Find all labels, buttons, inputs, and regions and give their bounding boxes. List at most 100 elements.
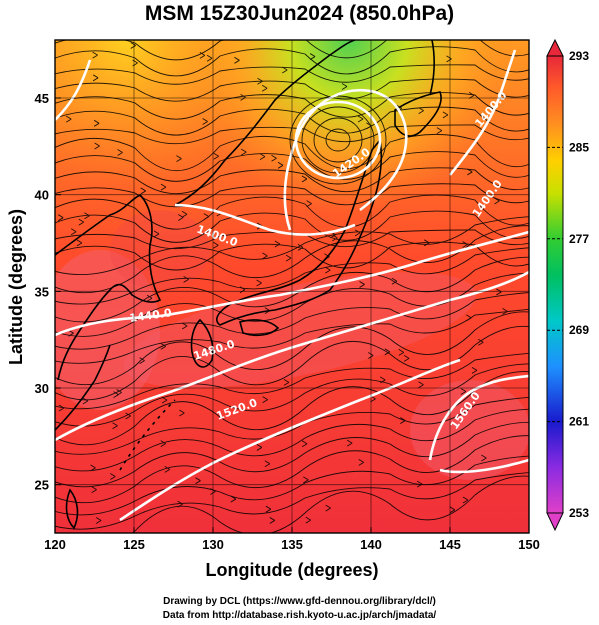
- credit-drawing: Drawing by DCL (https://www.gfd-dennou.o…: [163, 596, 436, 607]
- wind-arrowhead: [125, 412, 131, 420]
- wind-arrowhead: [230, 495, 237, 503]
- wind-arrowhead: [139, 357, 145, 365]
- streamline: [55, 225, 529, 294]
- wind-arrowhead: [301, 175, 308, 183]
- streamline: [301, 106, 375, 174]
- colorbar-tick-label: 277: [569, 232, 589, 246]
- wind-arrowhead: [297, 243, 304, 251]
- wind-arrowhead: [241, 148, 247, 156]
- wind-arrowhead: [366, 122, 372, 130]
- y-tick-label: 25: [35, 478, 49, 493]
- colorbar-top-arrow: [546, 38, 564, 57]
- streamline: [55, 435, 529, 504]
- streamline: [55, 133, 529, 172]
- wind-arrowhead: [301, 440, 308, 448]
- wind-arrowhead: [285, 254, 292, 262]
- wind-arrowhead: [164, 465, 171, 473]
- x-tick-label: 130: [202, 537, 224, 552]
- wind-arrowhead: [160, 183, 167, 191]
- wind-arrowhead: [161, 396, 168, 404]
- wind-arrowhead: [110, 473, 116, 480]
- streamline: [55, 40, 529, 61]
- streamline: [55, 194, 529, 230]
- wind-arrowhead: [95, 517, 102, 524]
- wind-arrowhead: [264, 460, 271, 468]
- wind-arrowhead: [256, 279, 262, 287]
- streamline: [55, 124, 529, 145]
- wind-arrowhead: [112, 422, 118, 430]
- x-tick-label: 135: [281, 537, 303, 552]
- streamline: [325, 128, 351, 152]
- wind-arrowhead: [354, 229, 361, 237]
- wind-arrowhead: [183, 276, 189, 283]
- wind-arrowhead: [265, 505, 272, 513]
- streamline: [55, 472, 529, 530]
- streamline: [55, 272, 529, 337]
- streamline: [55, 325, 529, 401]
- streamline: [313, 117, 363, 163]
- streamline: [55, 216, 529, 276]
- x-axis-label: Longitude (degrees): [205, 560, 378, 580]
- y-tick-label: 40: [35, 188, 49, 203]
- wind-arrowhead: [117, 149, 123, 156]
- wind-arrowhead: [471, 367, 478, 374]
- wind-arrowhead: [140, 187, 146, 195]
- wind-arrowhead: [502, 307, 508, 315]
- streamline: [55, 78, 529, 102]
- colorbar-tick-label: 269: [569, 323, 589, 337]
- streamline: [131, 475, 529, 533]
- wind-arrowhead: [177, 500, 183, 508]
- colorbar-tick-label: 285: [569, 140, 589, 154]
- contour-label: 1440.0: [129, 306, 173, 325]
- coastlines: [55, 40, 442, 530]
- wind-arrowhead: [309, 53, 316, 60]
- wind-arrowhead: [442, 111, 449, 119]
- streamline: [55, 421, 529, 488]
- wind-arrowhead: [466, 314, 472, 322]
- wind-arrowhead: [380, 376, 386, 384]
- wind-arrowhead: [418, 107, 424, 114]
- streamline: [55, 455, 529, 516]
- wind-arrowhead: [206, 54, 213, 62]
- wind-arrowhead: [305, 516, 311, 524]
- wind-arrowhead: [195, 477, 201, 485]
- x-tick-label: 125: [123, 537, 145, 552]
- wind-arrowhead: [91, 486, 97, 493]
- wind-arrowhead: [403, 354, 410, 362]
- y-axis-label: Latitude (degrees): [6, 209, 26, 365]
- wind-arrowhead: [449, 506, 456, 514]
- wind-arrowhead: [57, 214, 64, 222]
- wind-arrowhead: [423, 239, 430, 247]
- wind-arrowhead: [78, 218, 85, 226]
- wind-arrowhead: [325, 504, 331, 512]
- wind-arrowhead: [306, 200, 312, 207]
- wind-arrowhead: [436, 127, 443, 135]
- y-tick-label: 35: [35, 284, 49, 299]
- wind-arrowhead: [478, 338, 484, 346]
- streamline: [55, 363, 529, 427]
- x-tick-label: 140: [360, 537, 382, 552]
- wind-arrowhead: [132, 59, 138, 67]
- wind-arrowhead: [346, 439, 353, 447]
- wind-arrowhead: [76, 239, 83, 247]
- wind-arrowhead: [82, 397, 89, 405]
- streamline: [289, 95, 387, 185]
- wind-arrowhead: [234, 56, 240, 64]
- y-tick-label: 30: [35, 381, 49, 396]
- wind-arrowhead: [181, 322, 188, 330]
- wind-arrowhead: [202, 118, 208, 125]
- wind-arrowhead: [357, 115, 364, 123]
- wind-arrowhead: [94, 142, 100, 150]
- wind-arrowhead: [181, 210, 188, 218]
- x-tick-label: 120: [44, 537, 66, 552]
- colorbar-tick-label: 293: [569, 49, 589, 63]
- wind-arrowhead: [494, 197, 500, 205]
- wind-arrowhead: [70, 228, 77, 236]
- streamline: [55, 183, 529, 208]
- streamline: [55, 210, 529, 243]
- wind-arrowhead: [303, 476, 309, 484]
- wind-arrowhead: [65, 115, 72, 123]
- wind-arrowhead: [58, 404, 65, 412]
- wind-arrowhead: [93, 119, 100, 127]
